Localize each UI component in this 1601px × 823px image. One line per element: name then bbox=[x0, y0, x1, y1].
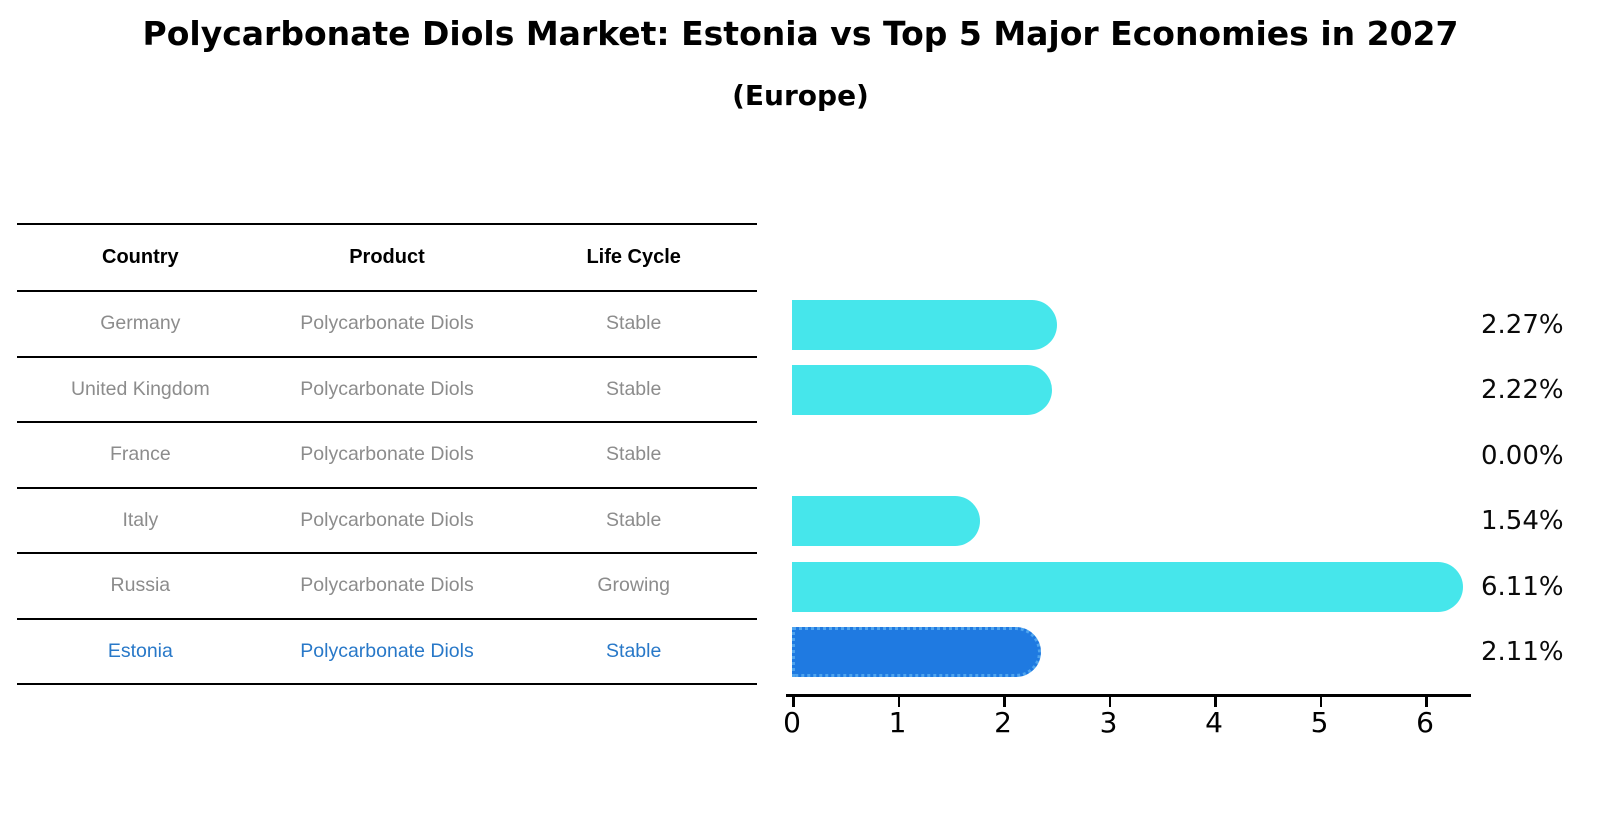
cell-life-cycle: Stable bbox=[606, 508, 662, 531]
x-axis-tick-label: 6 bbox=[1416, 706, 1434, 739]
bar-united-kingdom bbox=[792, 365, 1053, 416]
chart-subtitle: (Europe) bbox=[732, 79, 869, 112]
cell-product: Polycarbonate Diols bbox=[300, 312, 474, 335]
cell-product: Polycarbonate Diols bbox=[300, 508, 474, 531]
value-label: 2.27% bbox=[1481, 309, 1564, 340]
cell-country: Germany bbox=[100, 312, 181, 335]
x-axis-tick-label: 2 bbox=[994, 706, 1012, 739]
table-header-product: Product bbox=[349, 246, 425, 268]
value-label: 6.11% bbox=[1481, 571, 1564, 602]
cell-life-cycle: Stable bbox=[606, 639, 662, 662]
cell-life-cycle: Growing bbox=[597, 574, 670, 597]
cell-life-cycle: Stable bbox=[606, 312, 662, 335]
table-header-row: Country Product Life Cycle bbox=[17, 223, 757, 292]
data-table: Country Product Life Cycle Germany Polyca… bbox=[17, 223, 757, 685]
cell-product: Polycarbonate Diols bbox=[300, 574, 474, 597]
x-axis-tick bbox=[1108, 694, 1111, 707]
cell-life-cycle: Stable bbox=[606, 377, 662, 400]
cell-product: Polycarbonate Diols bbox=[300, 377, 474, 400]
cell-country: Russia bbox=[110, 574, 171, 597]
bar-italy bbox=[792, 496, 981, 547]
cell-life-cycle: Stable bbox=[606, 443, 662, 466]
bar-estonia bbox=[792, 627, 1041, 678]
table-row: Germany Polycarbonate Diols Stable bbox=[17, 292, 757, 358]
x-axis-line bbox=[786, 694, 1471, 697]
x-axis-tick bbox=[1214, 694, 1217, 707]
x-axis-tick-label: 3 bbox=[1099, 706, 1118, 739]
cell-country: Estonia bbox=[107, 639, 173, 662]
table-row: France Polycarbonate Diols Stable bbox=[17, 423, 757, 489]
x-axis-tick-label: 0 bbox=[783, 706, 801, 739]
table-row: Estonia Polycarbonate Diols Stable bbox=[17, 620, 757, 685]
value-label: 2.22% bbox=[1481, 375, 1564, 406]
cell-product: Polycarbonate Diols bbox=[300, 443, 474, 466]
x-axis-tick bbox=[1003, 694, 1006, 707]
x-axis-tick-label: 5 bbox=[1310, 706, 1329, 739]
x-axis-tick bbox=[1425, 694, 1428, 707]
x-axis-tick bbox=[897, 694, 900, 707]
value-label: 0.00% bbox=[1481, 440, 1564, 471]
cell-country: Italy bbox=[122, 508, 159, 531]
chart-title: Polycarbonate Diols Market: Estonia vs T… bbox=[142, 14, 1459, 53]
table-row: Russia Polycarbonate Diols Growing bbox=[17, 554, 757, 620]
value-label: 1.54% bbox=[1481, 506, 1564, 537]
table-header-country: Country bbox=[102, 246, 179, 268]
x-axis-tick bbox=[792, 694, 795, 707]
x-axis-tick-label: 1 bbox=[888, 706, 907, 739]
cell-country: France bbox=[109, 443, 171, 466]
table-rows: Germany Polycarbonate Diols Stable United K… bbox=[17, 292, 757, 685]
table-row: Italy Polycarbonate Diols Stable bbox=[17, 489, 757, 554]
x-axis-tick bbox=[1319, 694, 1322, 707]
x-axis-tick-label: 4 bbox=[1205, 706, 1223, 739]
cell-product: Polycarbonate Diols bbox=[300, 639, 474, 662]
bar-russia bbox=[792, 561, 1463, 612]
bar-germany bbox=[792, 299, 1058, 350]
cell-country: United Kingdom bbox=[70, 377, 210, 400]
value-label: 2.11% bbox=[1481, 637, 1564, 668]
table-row: United Kingdom Polycarbonate Diols Stable bbox=[17, 358, 757, 423]
table-header-life-cycle: Life Cycle bbox=[586, 246, 681, 268]
